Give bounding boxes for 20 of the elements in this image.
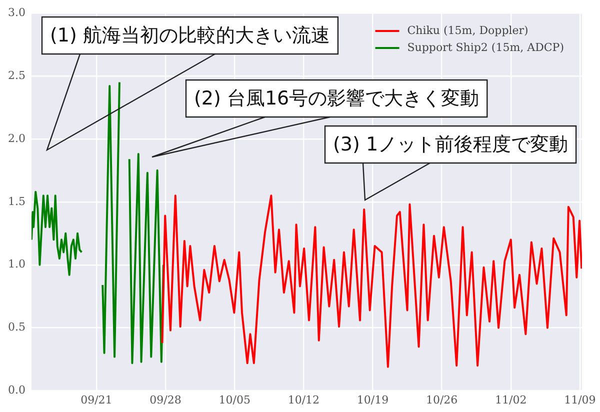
legend-label: Support Ship2 (15m, ADCP)	[407, 40, 564, 54]
y-tick-label: 0.5	[8, 320, 26, 334]
x-tick-label: 10/19	[356, 393, 389, 406]
x-tick-label: 09/28	[150, 393, 182, 406]
x-tick-label: 10/05	[218, 393, 250, 406]
legend-label: Chiku (15m, Doppler)	[407, 24, 528, 37]
y-tick-label: 1.5	[8, 194, 26, 208]
y-tick-label: 2.0	[8, 132, 26, 145]
annotation: (2) 台風16号の影響で大きく変動	[194, 87, 480, 110]
y-tick-label: 2.5	[8, 68, 26, 82]
annotation: (1) 航海当初の比較的大きい流速	[50, 24, 330, 46]
x-tick-label: 10/26	[426, 393, 458, 406]
y-tick-label: 3.0	[8, 6, 26, 19]
y-tick-label: 0.0	[8, 384, 26, 397]
x-tick-label: 09/21	[80, 393, 112, 406]
x-tick-label: 10/12	[288, 393, 320, 406]
annotation: (3) 1ノット前後程度で変動	[333, 133, 568, 156]
x-tick-label: 11/09	[564, 393, 596, 406]
y-tick-label: 1.0	[8, 258, 26, 271]
x-tick-label: 11/02	[495, 393, 527, 406]
